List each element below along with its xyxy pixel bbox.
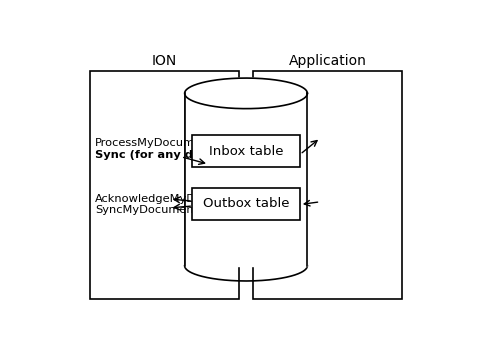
Text: Outbox table: Outbox table bbox=[203, 197, 289, 210]
Polygon shape bbox=[185, 78, 307, 109]
Text: Inbox table: Inbox table bbox=[209, 144, 283, 157]
Text: ProcessMyDocument: ProcessMyDocument bbox=[96, 138, 214, 148]
Bar bbox=[192, 188, 300, 220]
Text: AcknowledgeMyDocument: AcknowledgeMyDocument bbox=[96, 194, 247, 204]
Bar bbox=[192, 135, 300, 167]
Text: SyncMyDocument: SyncMyDocument bbox=[96, 205, 198, 215]
Bar bbox=[253, 71, 402, 299]
Text: Sync (for any document): Sync (for any document) bbox=[96, 150, 254, 160]
Bar bbox=[90, 71, 239, 299]
Text: ION: ION bbox=[152, 55, 177, 68]
Polygon shape bbox=[185, 93, 307, 266]
Text: Application: Application bbox=[289, 55, 367, 68]
